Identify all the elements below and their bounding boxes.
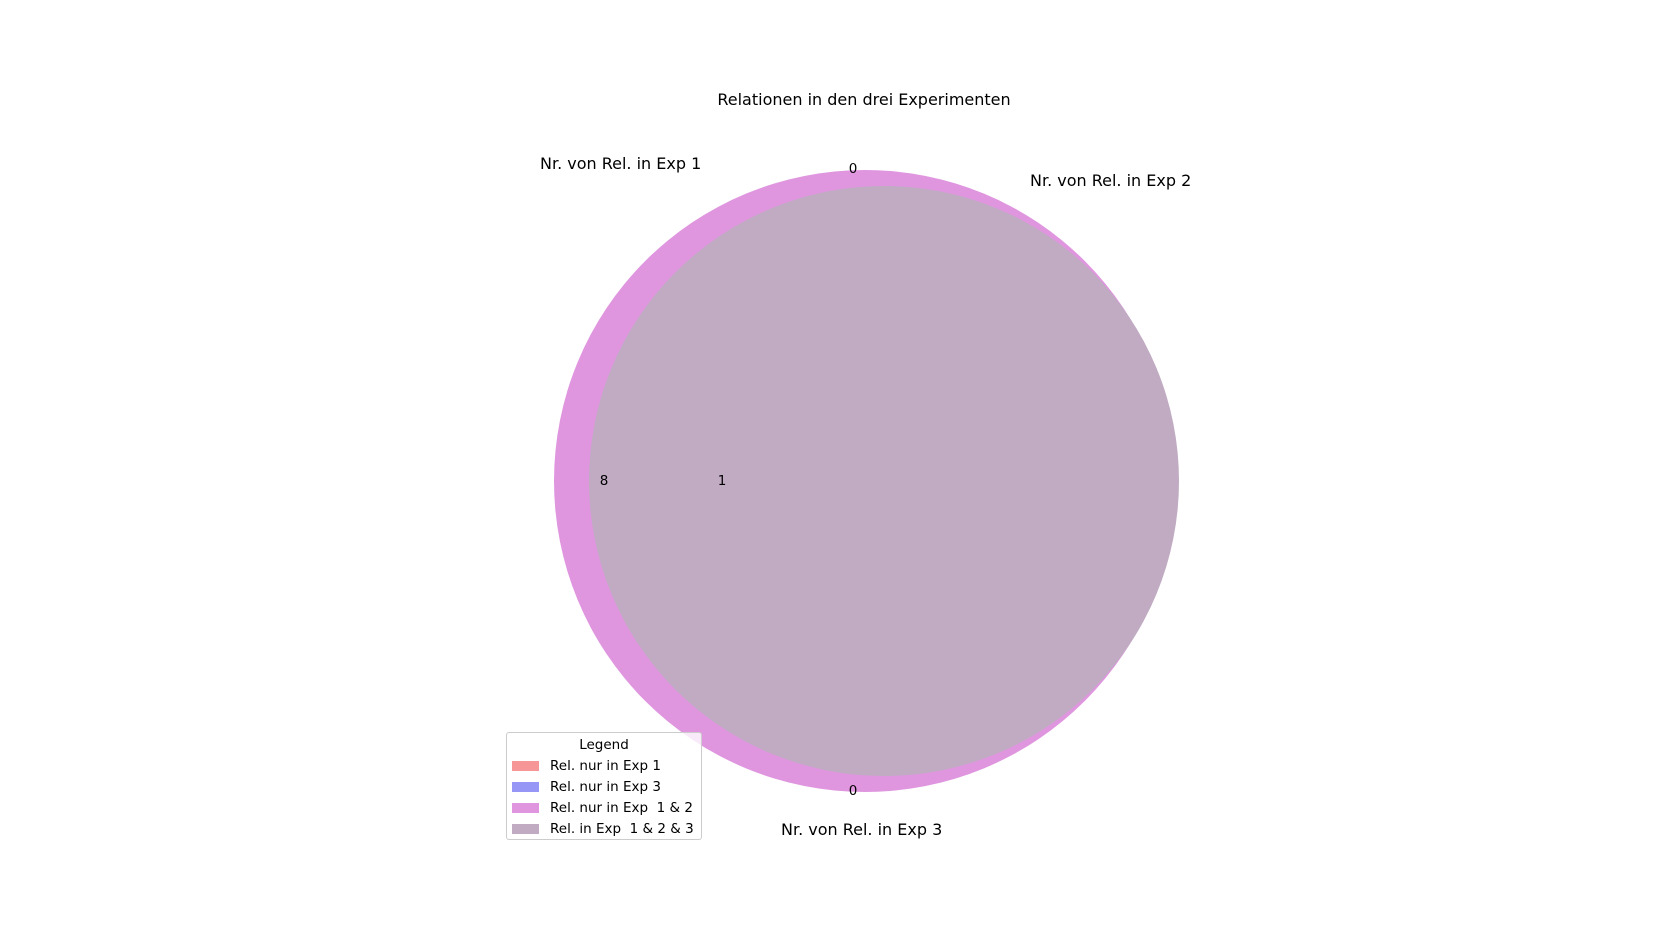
region-count-bottom: 0	[848, 783, 858, 799]
region-count-left: 8	[599, 473, 609, 489]
region-count-center-left: 1	[717, 473, 727, 489]
legend-item-label: Rel. nur in Exp 1 & 2	[550, 800, 693, 816]
legend-item: Rel. nur in Exp 1	[512, 757, 661, 775]
legend: Legend Rel. nur in Exp 1 Rel. nur in Exp…	[506, 732, 702, 840]
chart-title: Relationen in den drei Experimenten	[717, 90, 1011, 109]
legend-swatch	[512, 761, 539, 771]
legend-swatch	[512, 803, 539, 813]
set-label-exp3: Nr. von Rel. in Exp 3	[781, 820, 943, 839]
venn-circle-exp3	[589, 186, 1179, 776]
legend-swatch	[512, 782, 539, 792]
legend-item-label: Rel. nur in Exp 1	[550, 758, 661, 774]
set-label-exp2: Nr. von Rel. in Exp 2	[1030, 171, 1192, 190]
set-label-exp1: Nr. von Rel. in Exp 1	[540, 154, 702, 173]
legend-item: Rel. nur in Exp 1 & 2	[512, 799, 693, 817]
region-count-top: 0	[848, 161, 858, 177]
legend-swatch	[512, 824, 539, 834]
legend-item-label: Rel. nur in Exp 3	[550, 779, 661, 795]
legend-item: Rel. nur in Exp 3	[512, 778, 661, 796]
legend-title: Legend	[579, 737, 629, 753]
legend-item: Rel. in Exp 1 & 2 & 3	[512, 820, 694, 838]
legend-item-label: Rel. in Exp 1 & 2 & 3	[550, 821, 694, 837]
